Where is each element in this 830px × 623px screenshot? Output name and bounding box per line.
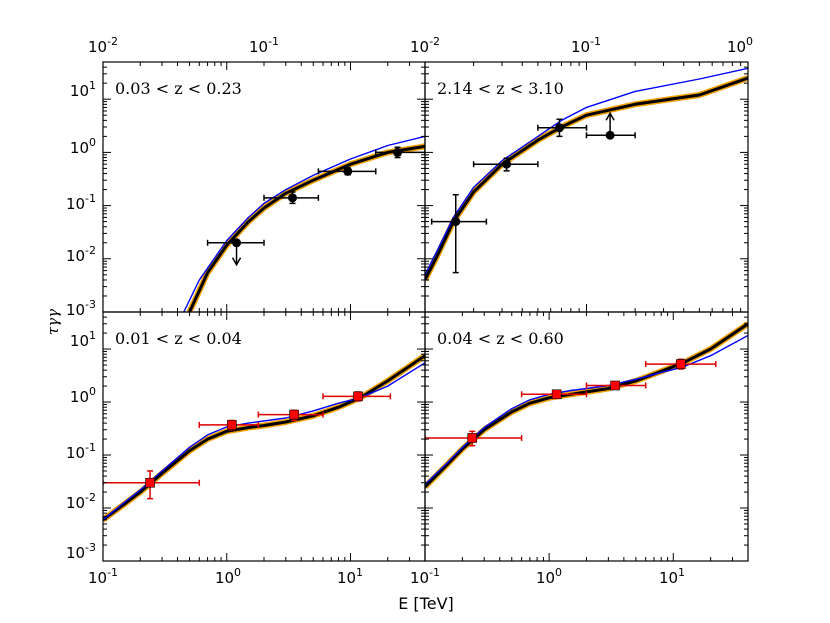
band-fill-line [186, 143, 425, 312]
axis-ticks [102, 311, 426, 562]
y-tick-label-bottom: 10-3 [66, 541, 96, 562]
panel-top-left: 0.03 < z < 0.23 [102, 61, 426, 313]
bottom-x-tick-label: 10-1 [88, 566, 118, 587]
data-marker-circle [554, 123, 564, 133]
panel-plot-area [425, 67, 748, 282]
panel-plot-area [103, 353, 425, 523]
axis-ticks [102, 61, 426, 313]
data-point [198, 419, 260, 431]
panel-redshift-label: 0.01 < z < 0.04 [115, 329, 242, 348]
panel-frame [102, 311, 426, 562]
bottom-x-tick-label: 10-1 [410, 566, 440, 587]
data-point [206, 238, 265, 267]
blue-model-line [183, 135, 425, 312]
top-x-tick-label: 10-1 [571, 35, 601, 56]
data-marker-circle [288, 193, 298, 203]
panel-redshift-label: 2.14 < z < 3.10 [437, 79, 564, 98]
data-marker-circle [502, 159, 512, 169]
data-marker-square [675, 359, 686, 369]
top-x-tick-label: 10-2 [88, 35, 118, 56]
data-point [263, 191, 320, 205]
band-fill-line [425, 321, 748, 490]
top-x-tick-label: 10-2 [410, 35, 440, 56]
y-tick-label-bottom: 10-2 [66, 491, 96, 512]
data-marker-square [467, 433, 477, 443]
bottom-x-tick-label: 101 [659, 566, 685, 587]
panel-redshift-label: 0.04 < z < 0.60 [437, 329, 564, 348]
y-tick-label-top: 100 [70, 136, 96, 157]
data-marker-circle [232, 238, 242, 248]
lower-limit-arrowhead [605, 111, 615, 121]
band-fill-line [425, 75, 748, 282]
data-point [103, 470, 201, 500]
data-marker-square [353, 391, 363, 402]
data-point [317, 166, 377, 176]
data-marker-square [289, 409, 299, 420]
data-point [537, 118, 588, 138]
y-tick-label-bottom: 101 [70, 329, 96, 350]
y-tick-label-top: 10-3 [66, 298, 96, 319]
panel-top-right: 2.14 < z < 3.10 [424, 61, 749, 313]
data-marker-circle [393, 147, 403, 157]
panel-frame [424, 311, 749, 562]
data-point [257, 409, 324, 422]
data-point [520, 389, 588, 400]
axis-ticks [424, 61, 749, 313]
data-marker-square [610, 380, 620, 391]
data-point [375, 146, 425, 159]
band-fill-line [103, 353, 425, 523]
panel-frame [102, 61, 426, 313]
panel-plot-area [425, 321, 748, 490]
band-model-line [425, 322, 748, 488]
data-point [472, 157, 539, 172]
band-model-line [103, 354, 425, 522]
top-x-tick-label: 10-1 [249, 35, 279, 56]
data-point [644, 358, 717, 370]
top-x-tick-label: 100 [727, 35, 753, 56]
x-axis-title: E [TeV] [398, 594, 454, 613]
y-tick-label-top: 101 [70, 79, 96, 100]
tick-labels-group: 10-2 10-1 10-2 10-1 100 10-1 100 101 10-1 100 101 1… [66, 35, 753, 587]
y-tick-label-top: 10-1 [66, 192, 96, 213]
bottom-x-tick-label: 100 [536, 566, 562, 587]
data-point [430, 193, 488, 274]
y-axis-title: τγγ [44, 309, 62, 335]
bottom-x-tick-label: 101 [337, 566, 363, 587]
panel-bottom-right: 0.04 < z < 0.60 [424, 311, 749, 562]
data-marker-circle [605, 130, 615, 140]
y-tick-label-bottom: 10-1 [66, 441, 96, 462]
panel-plot-area [183, 135, 425, 312]
bottom-x-tick-label: 100 [215, 566, 241, 587]
data-point [425, 430, 523, 447]
band-model-line [188, 144, 425, 312]
data-point [585, 111, 636, 140]
blue-model-line [425, 67, 748, 276]
panel-redshift-label: 0.03 < z < 0.23 [115, 79, 242, 98]
y-tick-label-top: 10-2 [66, 244, 96, 265]
upper-limit-arrowhead [231, 257, 242, 267]
panels-group: 0.03 < z < 0.23 2.14 < z < 3.10 0.01 < z <… [102, 61, 749, 562]
data-marker-circle [343, 166, 353, 176]
band-model-line [425, 76, 748, 281]
panel-bottom-left: 0.01 < z < 0.04 [102, 311, 426, 562]
data-marker-circle [451, 217, 461, 227]
data-marker-square [227, 420, 237, 430]
y-tick-label-bottom: 100 [70, 385, 96, 406]
data-point [585, 380, 647, 391]
data-marker-square [145, 477, 155, 488]
data-marker-square [551, 389, 562, 400]
data-point [322, 391, 392, 402]
